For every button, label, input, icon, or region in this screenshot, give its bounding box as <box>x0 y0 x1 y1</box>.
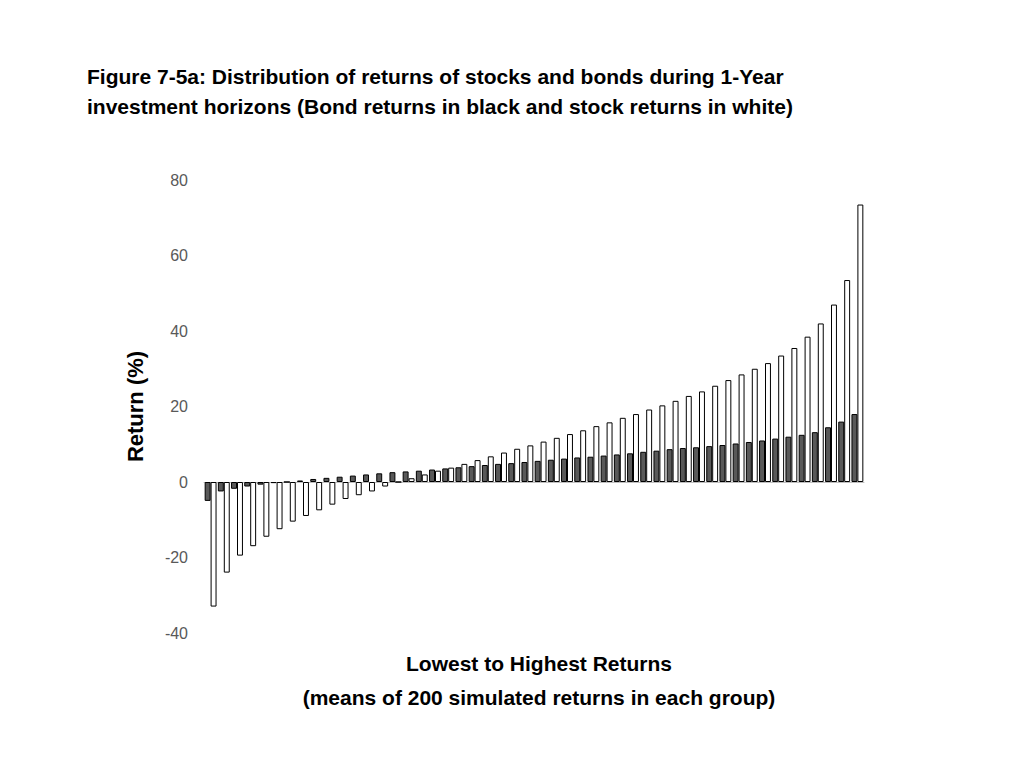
svg-text:0: 0 <box>179 474 188 491</box>
svg-text:Return (%): Return (%) <box>123 351 148 462</box>
svg-text:investment horizons (Bond retu: investment horizons (Bond returns in bla… <box>87 95 793 118</box>
svg-text:(means of 200 simulated return: (means of 200 simulated returns in each … <box>303 686 776 709</box>
svg-text:80: 80 <box>170 172 188 189</box>
svg-text:-40: -40 <box>165 625 188 642</box>
svg-text:-20: -20 <box>165 549 188 566</box>
svg-text:40: 40 <box>170 323 188 340</box>
svg-text:60: 60 <box>170 247 188 264</box>
svg-text:20: 20 <box>170 398 188 415</box>
svg-text:Figure 7-5a: Distribution of r: Figure 7-5a: Distribution of returns of … <box>87 65 784 88</box>
svg-text:Lowest to Highest Returns: Lowest to Highest Returns <box>406 652 672 675</box>
